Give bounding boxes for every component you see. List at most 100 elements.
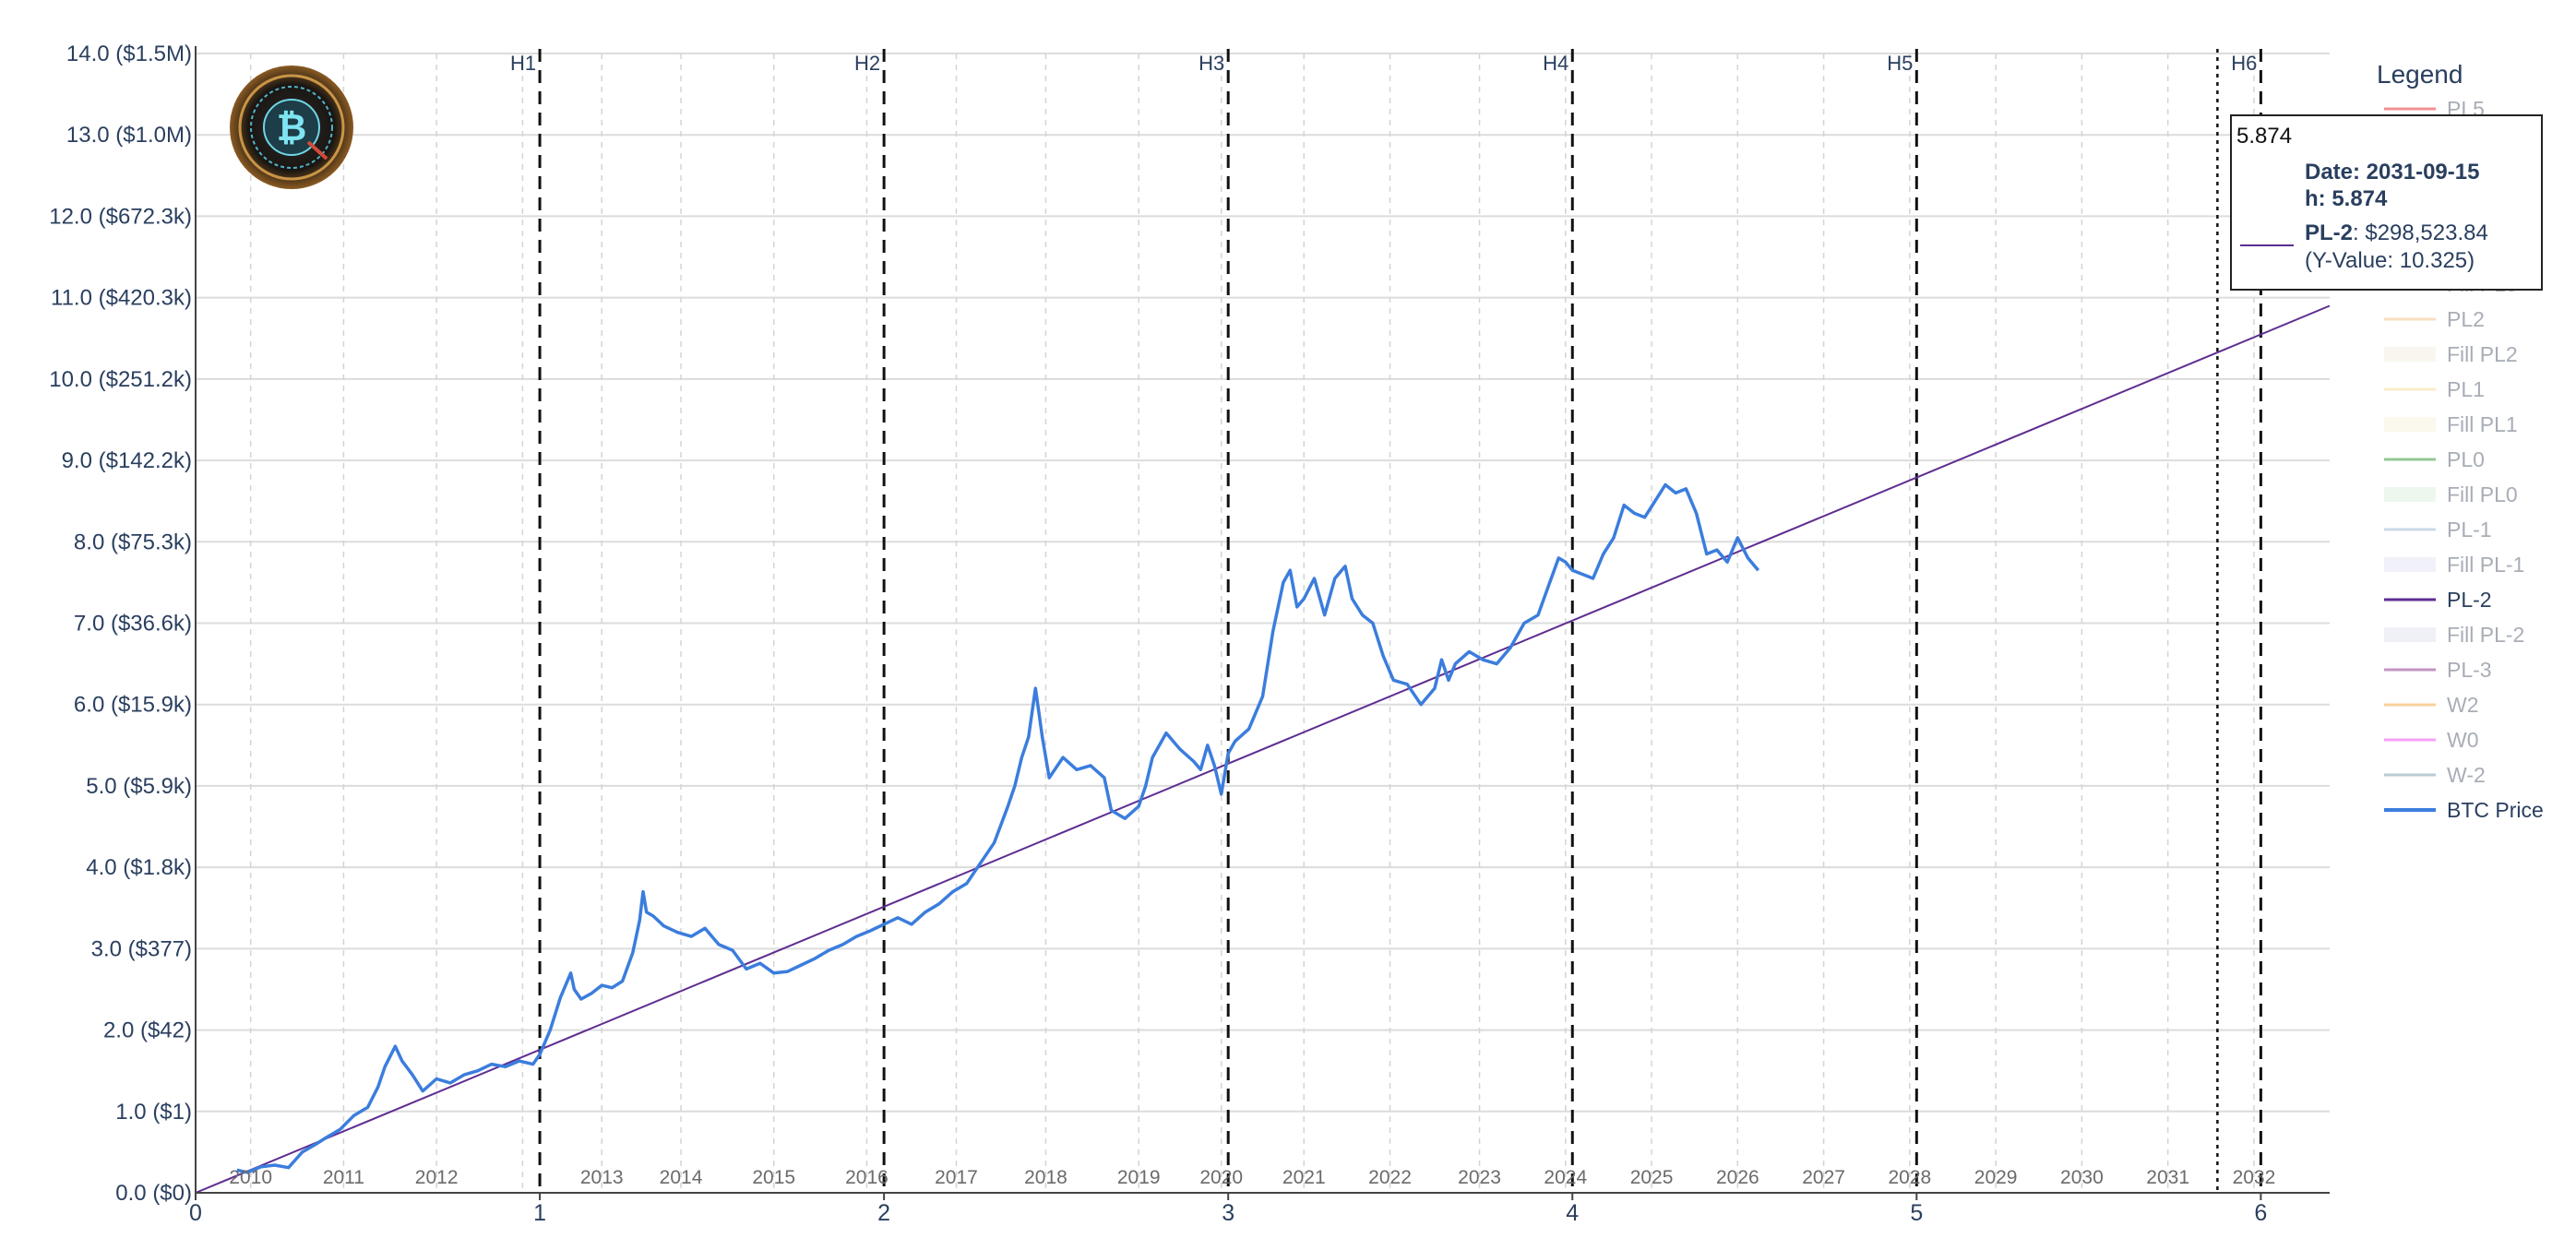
legend-item: Fill PL-2	[2384, 623, 2524, 647]
legend-label: PL0	[2447, 447, 2485, 471]
year-tick-label: 2024	[1544, 1167, 1587, 1188]
year-tick-label: 2031	[2146, 1167, 2189, 1188]
y-tick-label: 7.0 ($36.6k)	[74, 612, 192, 637]
bitcoin-logo-icon: ₿	[230, 65, 353, 189]
halving-label: H1	[510, 52, 536, 75]
tooltip-box	[2230, 114, 2543, 291]
halving-label: H6	[2231, 52, 2257, 75]
x-tick-label: 2	[877, 1200, 890, 1226]
legend-label: Fill PL2	[2447, 342, 2518, 366]
x-tick-label: 5	[1910, 1200, 1923, 1226]
y-tick-label: 14.0 ($1.5M)	[66, 42, 192, 66]
year-tick-label: 2016	[845, 1167, 888, 1188]
y-tick-label: 1.0 ($1)	[115, 1100, 192, 1125]
legend-label: W-2	[2447, 763, 2486, 787]
x-tick-label: 4	[1566, 1200, 1579, 1226]
x-tick-label: 0	[189, 1200, 202, 1226]
y-tick-label: 12.0 ($672.3k)	[49, 204, 192, 229]
legend-item: Fill PL0	[2384, 482, 2518, 506]
y-tick-label: 6.0 ($15.9k)	[74, 693, 192, 718]
y-tick-label: 2.0 ($42)	[103, 1018, 192, 1043]
legend-label: W2	[2447, 693, 2479, 717]
svg-text:₿: ₿	[277, 108, 307, 149]
year-tick-label: 2013	[580, 1167, 624, 1188]
y-tick-label: 9.0 ($142.2k)	[62, 448, 192, 473]
legend-item: PL2	[2384, 307, 2485, 331]
tooltip-series-line: PL-2: $298,523.84	[2305, 220, 2488, 245]
legend-swatch	[2384, 347, 2436, 362]
year-tick-label: 2011	[323, 1167, 364, 1188]
tooltip-series-value: : $298,523.84	[2353, 220, 2488, 245]
year-tick-label: 2032	[2233, 1167, 2276, 1188]
legend-label: PL-1	[2447, 518, 2492, 542]
series	[195, 304, 2331, 1194]
legend-item: Fill PL-1	[2384, 553, 2524, 577]
legend-label: PL2	[2447, 307, 2485, 331]
legend-label: W0	[2447, 728, 2479, 752]
tooltip-date: Date: 2031-09-15	[2305, 160, 2479, 185]
legend-label: Fill PL0	[2447, 482, 2518, 506]
legend-item: Fill PL1	[2384, 412, 2518, 436]
legend-item: W-2	[2384, 763, 2486, 787]
year-tick-label: 2012	[415, 1167, 459, 1188]
series-line-btc-price	[236, 482, 1760, 1174]
y-tick-label: 5.0 ($5.9k)	[86, 774, 192, 799]
year-tick-label: 2028	[1889, 1167, 1932, 1188]
year-tick-label: 2021	[1282, 1167, 1326, 1188]
tooltip-series-name: PL-2	[2305, 220, 2353, 245]
y-tick-label: 13.0 ($1.0M)	[66, 123, 192, 148]
legend-item: PL0	[2384, 447, 2485, 471]
year-tick-label: 2010	[229, 1167, 272, 1188]
y-tick-label: 11.0 ($420.3k)	[51, 286, 192, 311]
y-tick-label: 0.0 ($0)	[115, 1181, 192, 1206]
legend-label: PL-3	[2447, 658, 2492, 682]
y-tick-label: 4.0 ($1.8k)	[86, 855, 192, 880]
halving-label: H2	[854, 52, 880, 75]
legend-item: PL-1	[2384, 518, 2492, 542]
tooltip-header: 5.874	[2236, 124, 2292, 149]
year-tick-label: 2015	[752, 1167, 795, 1188]
year-tick-label: 2014	[660, 1167, 703, 1188]
year-tick-label: 2029	[1974, 1167, 2018, 1188]
legend-label: Fill PL-1	[2447, 553, 2524, 577]
halving-label: H4	[1543, 52, 1568, 75]
year-tick-label: 2026	[1716, 1167, 1759, 1188]
x-tick-label: 1	[533, 1200, 546, 1226]
y-tick-label: 8.0 ($75.3k)	[74, 530, 192, 554]
legend-label: Fill PL-2	[2447, 623, 2524, 647]
legend-swatch	[2384, 417, 2436, 432]
tooltip-h-value: h: 5.874	[2305, 186, 2388, 211]
tooltip-y-value: (Y-Value: 10.325)	[2305, 248, 2475, 273]
legend-swatch	[2384, 557, 2436, 572]
year-tick-label: 2020	[1199, 1167, 1243, 1188]
halving-label: H3	[1199, 52, 1224, 75]
legend-swatch	[2384, 487, 2436, 502]
legend-swatch	[2384, 627, 2436, 642]
series-line-pl-2	[195, 304, 2331, 1194]
legend-item: PL1	[2384, 377, 2485, 401]
x-tick-label: 3	[1222, 1200, 1234, 1226]
year-tick-label: 2027	[1802, 1167, 1845, 1188]
legend-item: Fill PL2	[2384, 342, 2518, 366]
x-tick-label: 6	[2254, 1200, 2267, 1226]
legend-item: W2	[2384, 693, 2479, 717]
hover-tooltip: 5.874 Date: 2031-09-15h: 5.874 PL-2: $298,…	[2230, 114, 2543, 291]
grid	[196, 53, 2330, 1193]
legend-item: PL-2	[2384, 588, 2492, 612]
year-tick-label: 2030	[2060, 1167, 2104, 1188]
year-tick-label: 2022	[1368, 1167, 1412, 1188]
year-tick-label: 2025	[1630, 1167, 1674, 1188]
legend-label: PL1	[2447, 377, 2485, 401]
legend-item: PL-3	[2384, 658, 2492, 682]
halving-label: H5	[1887, 52, 1913, 75]
year-tick-label: 2023	[1458, 1167, 1501, 1188]
y-tick-label: 10.0 ($251.2k)	[49, 367, 192, 392]
legend-label: BTC Price	[2447, 798, 2544, 822]
axes: 0.0 ($0) 1.0 ($1) 2.0 ($42) 3.0 ($377) 4.0 (…	[49, 42, 2330, 1226]
y-tick-label: 3.0 ($377)	[91, 936, 192, 961]
legend-label: Fill PL1	[2447, 412, 2518, 436]
legend-item: W0	[2384, 728, 2479, 752]
